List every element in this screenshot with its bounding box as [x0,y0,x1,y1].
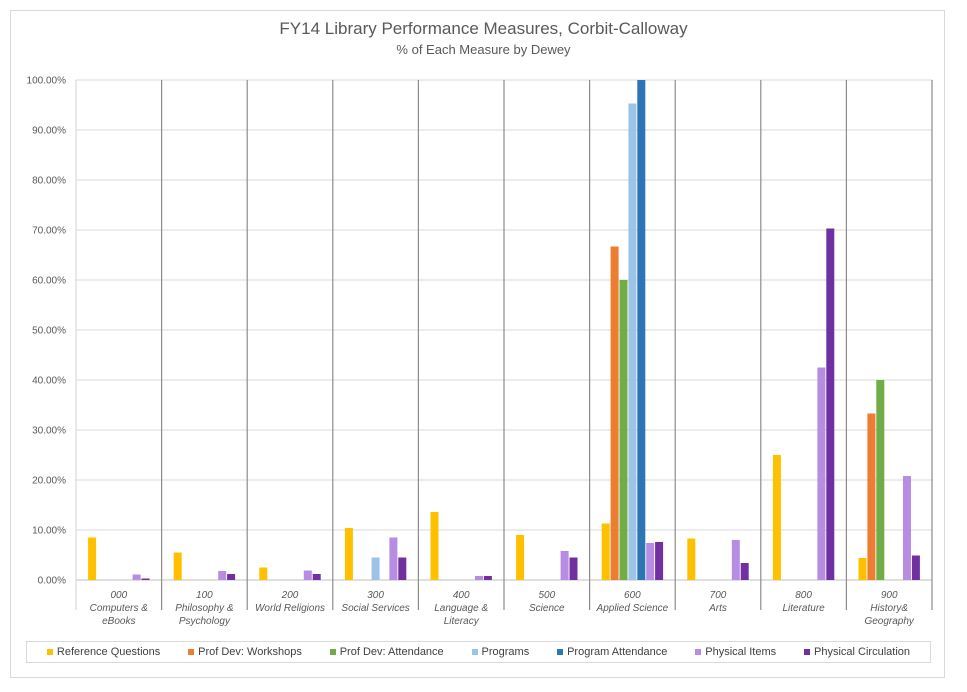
x-category-label: 900 History& Geography [864,590,914,627]
x-category-label: 300 Social Services [341,590,409,614]
bar-physical-items [218,571,227,580]
x-category-label: 000 Computers & eBooks [90,590,149,627]
x-category-label: 600 Applied Science [596,590,669,614]
bar-physical-circulation [569,557,578,580]
legend-item: Prof Dev: Attendance [329,646,444,658]
y-tick-label: 20.00% [32,476,66,487]
y-tick-label: 30.00% [32,426,66,437]
legend-label: Physical Items [705,646,777,658]
legend-swatch [804,649,811,655]
y-tick-label: 90.00% [32,126,66,137]
bar-prof-dev-workshops [610,246,619,580]
bar-physical-items [817,367,826,580]
chart-frame [10,10,945,678]
bar-reference-questions [772,455,781,580]
bar-physical-items [475,576,483,580]
x-category-label: 700 Arts [708,590,727,614]
legend-item: Program Attendance [557,646,667,658]
legend-swatch [557,649,564,655]
bar-reference-questions [88,537,97,580]
legend-swatch [188,649,195,655]
legend-label: Prof Dev: Workshops [198,646,302,658]
bar-prof-dev-attendance [619,280,628,580]
bar-programs [628,103,637,580]
bar-physical-items [303,570,312,580]
legend-swatch [471,649,478,655]
y-tick-label: 80.00% [32,176,66,187]
bar-physical-circulation [911,555,920,580]
bar-reference-questions [259,567,268,580]
bar-program-attendance [637,80,646,580]
y-tick-label: 40.00% [32,376,66,387]
y-tick-label: 10.00% [32,526,66,537]
y-tick-label: 50.00% [32,326,66,337]
bar-reference-questions [516,535,525,580]
bar-programs [371,557,380,580]
bar-physical-circulation [826,228,835,580]
bar-reference-questions [601,523,610,580]
legend-swatch [329,649,336,655]
legend-label: Program Attendance [567,646,668,658]
legend-label: Prof Dev: Attendance [339,646,444,658]
legend-swatch [695,649,702,655]
legend-swatch [46,649,53,655]
y-tick-label: 70.00% [32,226,66,237]
bar-physical-items [646,543,655,580]
y-tick-label: 0.00% [38,576,66,587]
bar-reference-questions [344,528,353,580]
bar-physical-circulation [398,557,407,580]
bar-reference-questions [858,558,867,580]
bar-reference-questions [687,538,696,580]
chart-title: FY14 Library Performance Measures, Corbi… [279,19,688,38]
x-category-label: 500 Science [529,590,565,614]
y-tick-label: 60.00% [32,276,66,287]
chart-subtitle: % of Each Measure by Dewey [396,42,571,57]
bar-physical-circulation [740,563,749,580]
y-tick-label: 100.00% [27,76,67,87]
bar-reference-questions [173,552,182,580]
legend-item: Physical Circulation [804,646,910,658]
bar-physical-circulation [227,574,236,580]
legend-item: Programs [471,646,530,658]
x-category-label: 100 Philosophy & Psychology [175,590,234,627]
bar-physical-circulation [655,542,664,580]
legend-label: Programs [481,646,530,658]
chart-legend: Reference Questions Prof Dev: Workshops Pr… [26,641,931,663]
x-category-label: 200 World Religions [255,590,325,614]
bar-reference-questions [430,512,439,580]
legend-item: Physical Items [695,646,776,658]
bar-prof-dev-workshops [867,413,876,580]
x-category-label: 800 Literature [782,590,825,614]
bar-physical-circulation [141,578,150,580]
legend-item: Reference Questions [46,646,161,658]
legend-item: Prof Dev: Workshops [188,646,302,658]
bar-physical-items [903,476,911,580]
bar-physical-circulation [483,576,492,580]
legend-label: Physical Circulation [814,646,910,658]
bar-physical-items [132,574,141,580]
bar-physical-items [389,537,398,580]
x-category-label: 400 Language & Literacy [434,590,488,627]
legend-label: Reference Questions [56,646,161,658]
bar-prof-dev-attendance [876,380,885,580]
bar-physical-items [731,540,740,580]
bar-physical-items [560,551,569,580]
bar-physical-circulation [312,574,321,580]
